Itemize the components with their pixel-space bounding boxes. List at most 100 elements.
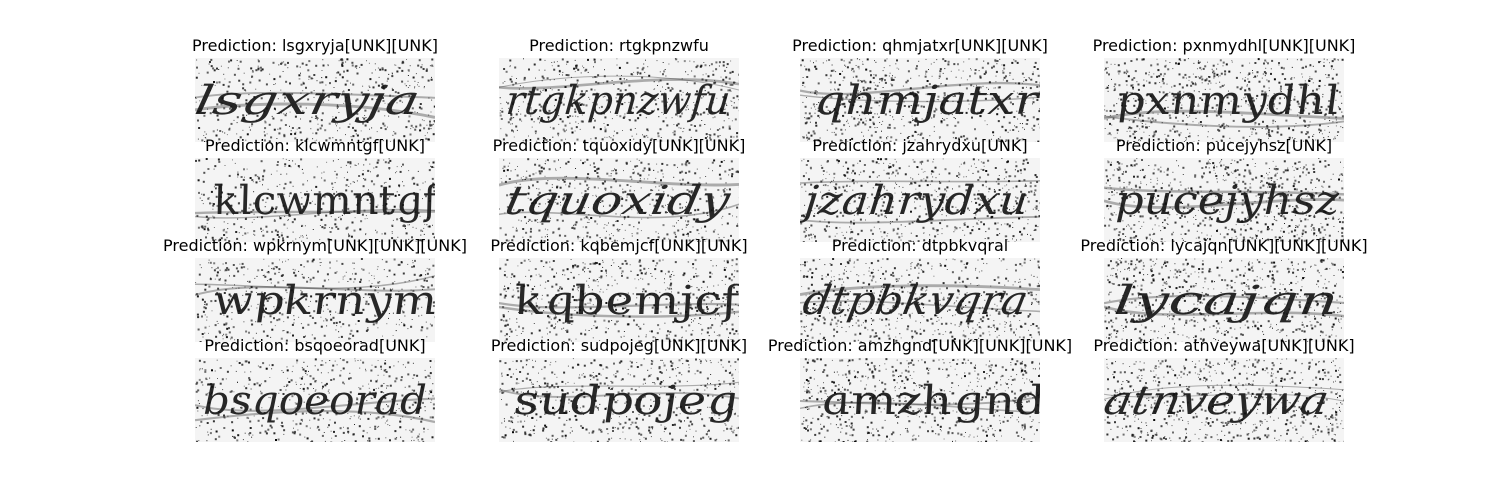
panel: Prediction: kqbemjcf[UNK][UNK] kqbemjcf [449,236,789,342]
noise-svg: qhmjatxr [800,58,1040,142]
distortion-stroke [1104,186,1344,196]
noise-speckles [499,58,739,142]
distortion-stroke [800,94,1040,103]
distortion-stroke [800,215,1040,224]
panel-title: Prediction: wpkrnym[UNK][UNK][UNK] [163,236,467,255]
panel-title: Prediction: jzahrydxu[UNK] [812,136,1028,155]
noise-speckles [800,258,1040,342]
panel-title: Prediction: dtpbkvqral [831,236,1009,255]
captcha-glyphs: kqbemjcf [510,277,739,324]
noise-speckles [1104,58,1344,142]
panel: Prediction: rtgkpnzwfu rtgkpnzwfu [449,36,789,142]
captcha-image: tquoxidy [499,158,739,242]
panel-title: Prediction: atnveywa[UNK][UNK] [1093,336,1355,355]
panel-title: Prediction: amzhgnd[UNK][UNK][UNK] [767,336,1073,355]
distortion-stroke [499,388,739,400]
captcha-image: sudpojeg [499,358,739,442]
distortion-stroke [195,275,435,290]
distortion-stroke [499,305,739,318]
panel-title: Prediction: pxnmydhl[UNK][UNK] [1092,36,1356,55]
captcha-image: pucejyhsz [1104,158,1344,242]
noise-svg: jzahrydxu [800,158,1040,242]
captcha-glyphs: sudpojeg [512,378,739,424]
distortion-stroke [800,396,1040,406]
captcha-image: wpkrnym [195,258,435,342]
panel-title: Prediction: bsqoeorad[UNK] [204,336,426,355]
panel-title: Prediction: tquoxidy[UNK][UNK] [492,136,746,155]
distortion-stroke [499,176,739,187]
captcha-image: pxnmydhl [1104,58,1344,142]
distortion-stroke [195,286,435,297]
panel: Prediction: sudpojeg[UNK][UNK] sudpojeg [449,336,789,442]
panel: Prediction: atnveywa[UNK][UNK] atnveywa [1054,336,1394,442]
distortion-stroke [1104,115,1344,128]
captcha-image: kqbemjcf [499,258,739,342]
panel-title: Prediction: lycajqn[UNK][UNK][UNK] [1080,236,1368,255]
noise-speckles [195,158,435,242]
panel: Prediction: qhmjatxr[UNK][UNK] qhmjatxr [750,36,1090,142]
captcha-glyphs: amzhgnd [817,377,1040,424]
distortion-stroke [499,203,739,219]
panel-title: Prediction: pucejyhsz[UNK] [1115,136,1333,155]
image-background [1104,358,1344,442]
image-background [800,58,1040,142]
distortion-stroke [499,302,739,309]
captcha-glyphs: wpkrnym [211,278,435,324]
distortion-stroke [499,381,739,393]
panel: Prediction: lycajqn[UNK][UNK][UNK] lycaj… [1054,236,1394,342]
noise-speckles [1104,158,1344,242]
captcha-glyphs: atnveywa [1104,377,1333,424]
noise-speckles [195,58,435,142]
distortion-stroke [195,210,435,215]
image-background [195,358,435,442]
distortion-stroke [195,102,435,119]
captcha-glyphs: bsqoeorad [203,378,427,424]
noise-svg: lsgxryja [195,58,435,142]
captcha-image: rtgkpnzwfu [499,58,739,142]
captcha-image: lycajqn [1104,258,1344,342]
captcha-image: dtpbkvqra [800,258,1040,342]
distortion-stroke [195,409,435,424]
noise-svg: pucejyhsz [1104,158,1344,242]
captcha-glyphs: rtgkpnzwfu [504,78,732,124]
distortion-stroke [800,401,1040,414]
distortion-stroke [195,208,435,219]
image-background [195,158,435,242]
distortion-stroke [195,397,435,412]
captcha-image: amzhgnd [800,358,1040,442]
distortion-stroke [1104,305,1344,318]
noise-speckles [499,158,739,242]
noise-speckles [801,358,1040,442]
distortion-stroke [499,78,739,90]
panel: Prediction: dtpbkvqral dtpbkvqra [750,236,1090,342]
noise-svg: sudpojeg [499,358,739,442]
captcha-image: bsqoeorad [195,358,435,442]
distortion-stroke [1104,294,1344,305]
image-background [800,258,1040,342]
panel-title: Prediction: sudpojeg[UNK][UNK] [490,336,748,355]
captcha-glyphs: pxnmydhl [1114,78,1342,124]
noise-speckles [499,258,739,342]
captcha-image: qhmjatxr [800,58,1040,142]
noise-svg: tquoxidy [499,158,739,242]
distortion-stroke [800,300,1040,313]
panel: Prediction: wpkrnym[UNK][UNK][UNK] wpkrn… [145,236,485,342]
noise-speckles [800,58,1040,142]
noise-speckles [499,358,739,442]
captcha-glyphs: lycajqn [1112,278,1340,324]
image-background [499,58,739,142]
panel-title: Prediction: lsgxryja[UNK][UNK] [192,36,438,55]
panel: Prediction: tquoxidy[UNK][UNK] tquoxidy [449,136,789,242]
distortion-stroke [195,91,435,99]
image-background [195,58,435,142]
noise-svg: bsqoeorad [195,358,435,442]
panel-title: Prediction: rtgkpnzwfu [529,36,709,55]
noise-speckles [1104,358,1344,442]
noise-svg: atnveywa [1104,358,1344,442]
distortion-stroke [1104,393,1344,402]
noise-svg: lycajqn [1104,258,1344,342]
noise-svg: klcwmntgf [195,158,435,242]
noise-svg: rtgkpnzwfu [499,58,739,142]
captcha-glyphs: tquoxidy [501,177,735,224]
captcha-glyphs: qhmjatxr [814,78,1040,124]
